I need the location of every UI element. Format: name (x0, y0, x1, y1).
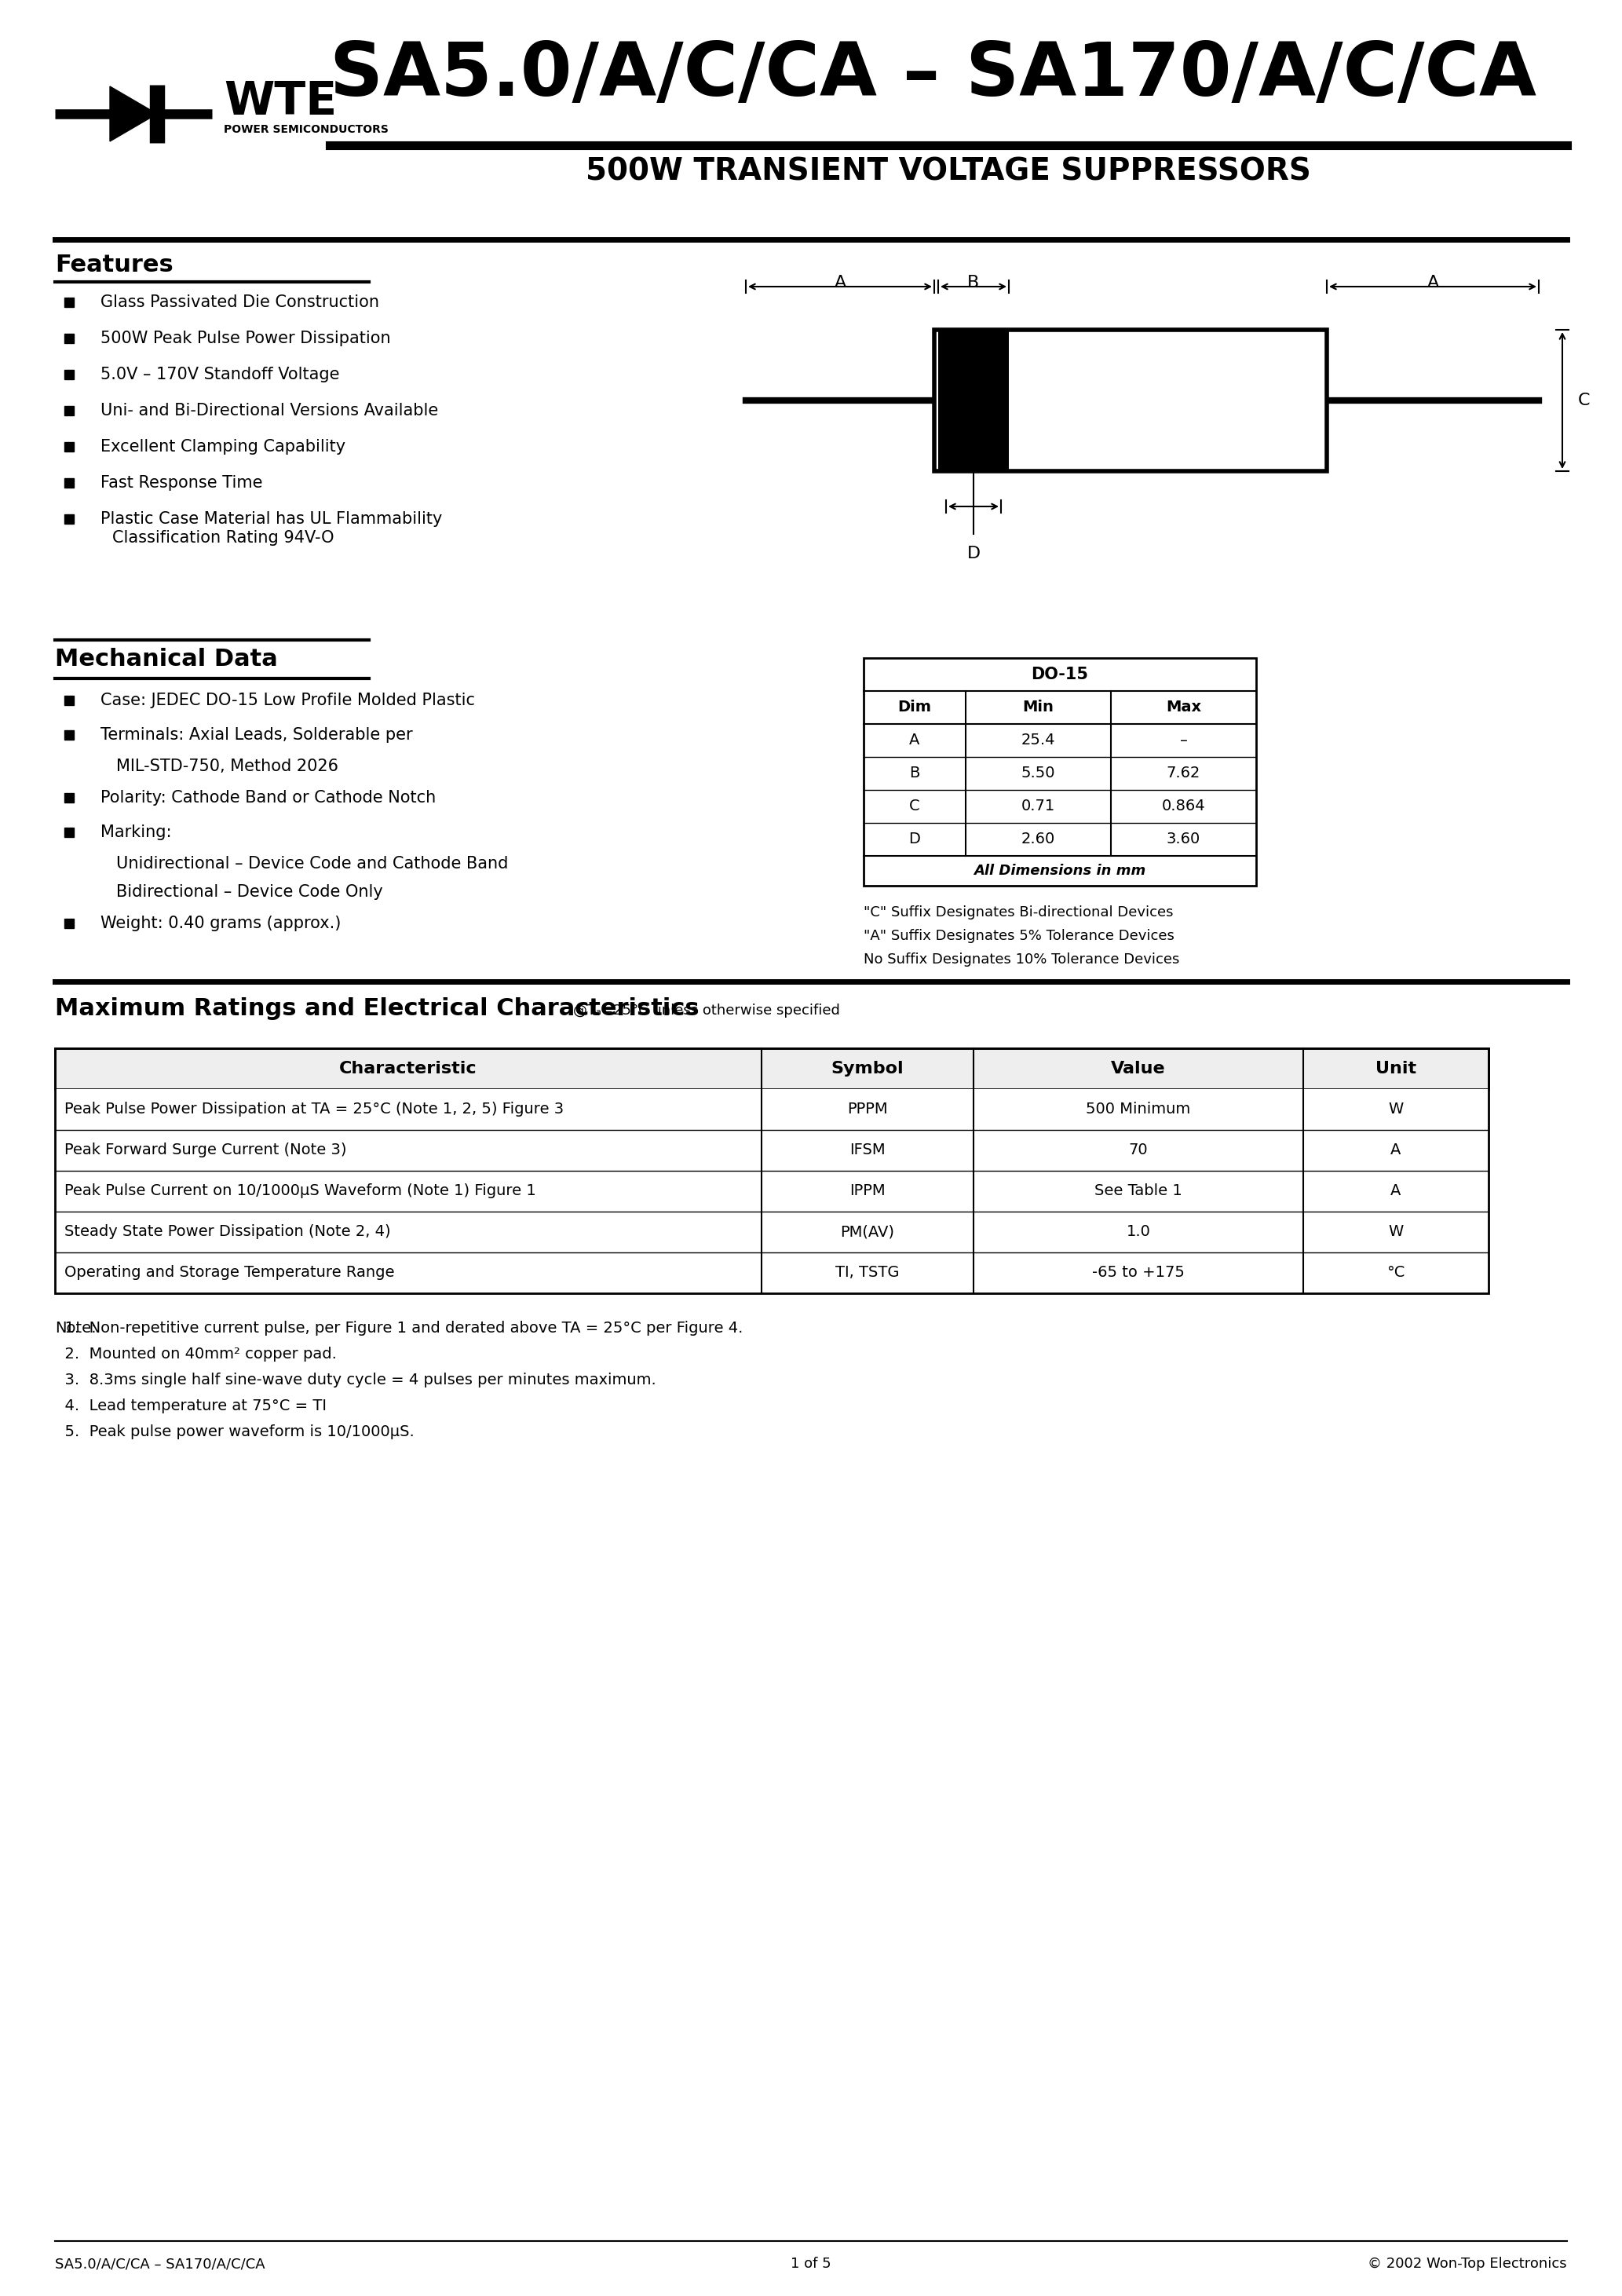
Text: -65 to +175: -65 to +175 (1092, 1265, 1184, 1281)
Text: Value: Value (1111, 1061, 1166, 1077)
Polygon shape (110, 87, 157, 142)
Bar (55, 1049, 1489, 1293)
Text: Case: JEDEC DO-15 Low Profile Molded Plastic: Case: JEDEC DO-15 Low Profile Molded Pla… (101, 693, 475, 707)
Text: 1 of 5: 1 of 5 (792, 2257, 830, 2271)
Text: Characteristic: Characteristic (339, 1061, 477, 1077)
Text: 500W TRANSIENT VOLTAGE SUPPRESSORS: 500W TRANSIENT VOLTAGE SUPPRESSORS (586, 156, 1311, 186)
Text: WTE: WTE (224, 80, 337, 124)
Text: Maximum Ratings and Electrical Characteristics: Maximum Ratings and Electrical Character… (55, 996, 699, 1019)
Text: 7.62: 7.62 (1166, 767, 1200, 781)
Text: 500W Peak Pulse Power Dissipation: 500W Peak Pulse Power Dissipation (101, 331, 391, 347)
Text: Weight: 0.40 grams (approx.): Weight: 0.40 grams (approx.) (101, 916, 341, 932)
Text: Operating and Storage Temperature Range: Operating and Storage Temperature Range (65, 1265, 394, 1281)
Bar (55, 1212, 1489, 1251)
Text: Peak Pulse Power Dissipation at TA = 25°C (Note 1, 2, 5) Figure 3: Peak Pulse Power Dissipation at TA = 25°… (65, 1102, 564, 1116)
Text: 5.50: 5.50 (1022, 767, 1056, 781)
Text: TI, TSTG: TI, TSTG (835, 1265, 900, 1281)
Text: 500 Minimum: 500 Minimum (1087, 1102, 1191, 1116)
Text: Peak Forward Surge Current (Note 3): Peak Forward Surge Current (Note 3) (65, 1143, 347, 1157)
Text: 1.  Non-repetitive current pulse, per Figure 1 and derated above TA = 25°C per F: 1. Non-repetitive current pulse, per Fig… (55, 1320, 743, 1336)
Text: "A" Suffix Designates 5% Tolerance Devices: "A" Suffix Designates 5% Tolerance Devic… (863, 930, 1174, 944)
Text: Steady State Power Dissipation (Note 2, 4): Steady State Power Dissipation (Note 2, … (65, 1224, 391, 1240)
Text: B: B (968, 276, 980, 292)
Bar (55, 1251, 1489, 1293)
Text: 5.  Peak pulse power waveform is 10/1000μS.: 5. Peak pulse power waveform is 10/1000μ… (55, 1424, 414, 1440)
Text: 1.0: 1.0 (1126, 1224, 1150, 1240)
Text: A: A (910, 732, 920, 748)
Text: Terminals: Axial Leads, Solderable per: Terminals: Axial Leads, Solderable per (101, 728, 412, 744)
Bar (55, 1049, 1489, 1088)
Text: –: – (1179, 732, 1187, 748)
Text: IPPM: IPPM (850, 1185, 886, 1199)
Text: SA5.0/A/C/CA – SA170/A/C/CA: SA5.0/A/C/CA – SA170/A/C/CA (329, 39, 1536, 113)
Text: Polarity: Cathode Band or Cathode Notch: Polarity: Cathode Band or Cathode Notch (101, 790, 436, 806)
Text: No Suffix Designates 10% Tolerance Devices: No Suffix Designates 10% Tolerance Devic… (863, 953, 1179, 967)
Text: Symbol: Symbol (830, 1061, 903, 1077)
Text: 2.  Mounted on 40mm² copper pad.: 2. Mounted on 40mm² copper pad. (55, 1348, 337, 1362)
Text: Note:: Note: (55, 1320, 96, 1336)
Text: B: B (910, 767, 920, 781)
Text: Max: Max (1166, 700, 1202, 714)
Text: © 2002 Won-Top Electronics: © 2002 Won-Top Electronics (1367, 2257, 1567, 2271)
Text: A: A (834, 276, 847, 292)
Text: Classification Rating 94V-O: Classification Rating 94V-O (112, 530, 334, 546)
Text: Bidirectional – Device Code Only: Bidirectional – Device Code Only (117, 884, 383, 900)
Text: POWER SEMICONDUCTORS: POWER SEMICONDUCTORS (224, 124, 389, 135)
Text: D: D (967, 546, 980, 563)
Text: C: C (910, 799, 920, 813)
Text: SA5.0/A/C/CA – SA170/A/C/CA: SA5.0/A/C/CA – SA170/A/C/CA (55, 2257, 264, 2271)
Text: W: W (1388, 1102, 1403, 1116)
Text: Min: Min (1022, 700, 1054, 714)
Text: IFSM: IFSM (850, 1143, 886, 1157)
Bar (934, 331, 1327, 471)
Text: PPPM: PPPM (847, 1102, 887, 1116)
Text: Mechanical Data: Mechanical Data (55, 647, 277, 670)
Text: 5.0V – 170V Standoff Voltage: 5.0V – 170V Standoff Voltage (101, 367, 339, 383)
Text: Glass Passivated Die Construction: Glass Passivated Die Construction (101, 294, 380, 310)
Bar (863, 659, 1255, 886)
Text: 0.864: 0.864 (1161, 799, 1205, 813)
Text: PM(AV): PM(AV) (840, 1224, 895, 1240)
Text: 2.60: 2.60 (1022, 831, 1056, 847)
Text: 3.  8.3ms single half sine-wave duty cycle = 4 pulses per minutes maximum.: 3. 8.3ms single half sine-wave duty cycl… (55, 1373, 657, 1387)
Bar (55, 1049, 1489, 1088)
Text: Fast Response Time: Fast Response Time (101, 475, 263, 491)
Bar (55, 1130, 1489, 1171)
Text: °C: °C (1387, 1265, 1405, 1281)
Text: Unit: Unit (1375, 1061, 1416, 1077)
Text: W: W (1388, 1224, 1403, 1240)
Text: A: A (1390, 1143, 1401, 1157)
Text: Marking:: Marking: (101, 824, 172, 840)
Text: 3.60: 3.60 (1166, 831, 1200, 847)
Text: Plastic Case Material has UL Flammability: Plastic Case Material has UL Flammabilit… (101, 512, 443, 526)
Text: 4.  Lead temperature at 75°C = TI: 4. Lead temperature at 75°C = TI (55, 1398, 326, 1414)
Text: Features: Features (55, 253, 174, 276)
Text: 25.4: 25.4 (1022, 732, 1056, 748)
Text: D: D (908, 831, 920, 847)
Text: Uni- and Bi-Directional Versions Available: Uni- and Bi-Directional Versions Availab… (101, 402, 438, 418)
Text: Peak Pulse Current on 10/1000μS Waveform (Note 1) Figure 1: Peak Pulse Current on 10/1000μS Waveform… (65, 1185, 535, 1199)
Bar (55, 1171, 1489, 1212)
Text: C: C (1578, 393, 1590, 409)
Text: Dim: Dim (897, 700, 931, 714)
Text: DO-15: DO-15 (1032, 666, 1088, 682)
Text: 70: 70 (1129, 1143, 1148, 1157)
Text: All Dimensions in mm: All Dimensions in mm (973, 863, 1145, 877)
Text: See Table 1: See Table 1 (1095, 1185, 1182, 1199)
Text: @Tₐ=25°C unless otherwise specified: @Tₐ=25°C unless otherwise specified (573, 1003, 840, 1017)
Text: A: A (1390, 1185, 1401, 1199)
Text: 0.71: 0.71 (1022, 799, 1056, 813)
Text: A: A (1427, 276, 1439, 292)
Bar (938, 331, 1009, 471)
Text: Excellent Clamping Capability: Excellent Clamping Capability (101, 439, 345, 455)
Text: "C" Suffix Designates Bi-directional Devices: "C" Suffix Designates Bi-directional Dev… (863, 905, 1173, 918)
Text: Unidirectional – Device Code and Cathode Band: Unidirectional – Device Code and Cathode… (117, 856, 508, 872)
Text: MIL-STD-750, Method 2026: MIL-STD-750, Method 2026 (117, 758, 339, 774)
Bar (55, 1088, 1489, 1130)
